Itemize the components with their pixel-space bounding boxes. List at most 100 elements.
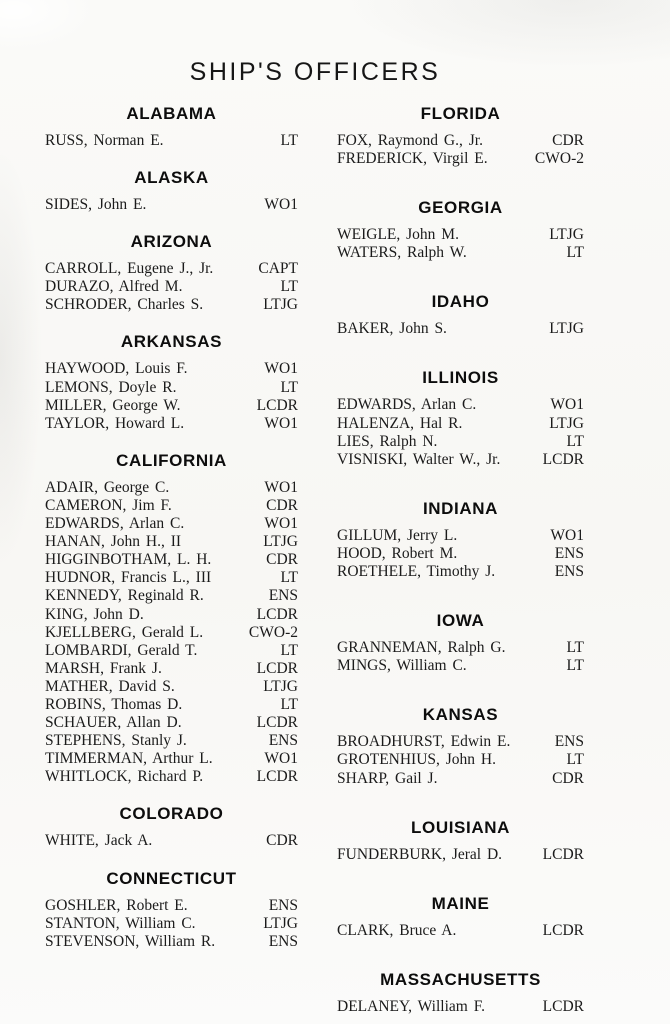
officer-rank: LT (280, 569, 298, 587)
state-section-indiana: INDIANA GILLUM, Jerry L. WO1 HOOD, Robert M… (337, 499, 584, 581)
state-header: INDIANA (422, 498, 499, 518)
state-header: IDAHO (431, 292, 490, 312)
officer-name: HANAN, John H., II (45, 533, 182, 551)
officer-name: WHITLOCK, Richard P. (45, 768, 204, 786)
officer-row: WHITLOCK, Richard P. LCDR (45, 768, 298, 786)
state-header: MASSACHUSETTS (380, 969, 541, 989)
title-wrap: SHIP'S OFFICERS (0, 58, 630, 87)
officer-rank: LCDR (256, 605, 298, 623)
officer-row: KING, John D. LCDR (45, 606, 298, 624)
officer-row: HAYWOOD, Louis F. WO1 (45, 360, 298, 378)
officer-row: CAMERON, Jim F. CDR (45, 497, 298, 515)
state-header: ARIZONA (130, 232, 213, 252)
officer-rank: LTJG (263, 533, 298, 551)
state-header: LOUISIANA (411, 817, 510, 837)
officer-row: SHARP, Gail J. CDR (337, 770, 584, 788)
state-section-maine: MAINE CLARK, Bruce A. LCDR (337, 894, 584, 940)
officer-row: DURAZO, Alfred M. LT (45, 278, 298, 296)
officer-name: EDWARDS, Arlan C. (45, 515, 185, 533)
officer-name: CLARK, Bruce A. (337, 921, 457, 939)
officer-row: MATHER, David S. LTJG (45, 678, 298, 696)
officer-rank: LTJG (263, 296, 298, 314)
officer-row: BAKER, John S. LTJG (337, 320, 584, 338)
officer-name: FUNDERBURK, Jeral D. (337, 845, 503, 863)
officer-name: WEIGLE, John M. (337, 226, 459, 244)
officer-row: MILLER, George W. LCDR (45, 397, 298, 415)
officer-row: HOOD, Robert M. ENS (337, 545, 584, 563)
officer-name: CARROLL, Eugene J., Jr. (45, 260, 214, 278)
officer-rank: WO1 (264, 478, 298, 496)
officer-name: FOX, Raymond G., Jr. (337, 132, 483, 149)
officer-rank: WO1 (264, 196, 298, 214)
officer-name: SHARP, Gail J. (337, 769, 438, 787)
officer-rank: WO1 (264, 414, 298, 432)
state-header: KANSAS (422, 705, 499, 725)
state-header: MAINE (431, 893, 490, 913)
officer-row: LIES, Ralph N. LT (337, 433, 584, 451)
state-section-connecticut: CONNECTICUT GOSHLER, Robert E. ENS STANTON,… (45, 869, 298, 951)
officer-rank: LTJG (549, 414, 584, 432)
officer-rank: LTJG (263, 677, 298, 695)
state-section-arizona: ARIZONA CARROLL, Eugene J., Jr. CAPT DURAZO… (45, 232, 298, 314)
roster-column-left: ALABAMA RUSS, Norman E. LT ALASKA SIDES, Joh… (45, 104, 298, 951)
officer-row: VISNISKI, Walter W., Jr. LCDR (337, 451, 584, 469)
officer-row: WATERS, Ralph W. LT (337, 244, 584, 262)
officer-name: LOMBARDI, Gerald T. (45, 641, 198, 659)
state-section-iowa: IOWA GRANNEMAN, Ralph G. LT MINGS, William … (337, 611, 584, 675)
officer-name: KJELLBERG, Gerald L. (45, 623, 204, 641)
state-header: COLORADO (119, 804, 224, 824)
officer-name: BROADHURST, Edwin E. (337, 733, 511, 751)
officer-rank: WO1 (264, 750, 298, 768)
officer-rank: CDR (266, 551, 298, 569)
roster-column-right: FLORIDA FOX, Raymond G., Jr. CDR FREDERICK,… (337, 104, 584, 1016)
officer-rank: ENS (268, 587, 298, 605)
officer-row: ROETHELE, Timothy J. ENS (337, 563, 584, 581)
officer-name: CAMERON, Jim F. (45, 496, 172, 514)
state-header: GEORGIA (418, 198, 503, 218)
officer-name: LIES, Ralph N. (337, 432, 438, 450)
officer-row: GOSHLER, Robert E. ENS (45, 897, 298, 915)
state-header: ALABAMA (126, 104, 217, 123)
officer-name: MATHER, David S. (45, 677, 175, 695)
officer-row: MARSH, Frank J. LCDR (45, 660, 298, 678)
officer-row: HUDNOR, Francis L., III LT (45, 569, 298, 587)
officer-rank: LTJG (549, 226, 584, 244)
officer-rank: LT (280, 278, 298, 296)
officer-rank: WO1 (264, 515, 298, 533)
officer-name: DELANEY, William F. (337, 997, 485, 1015)
officer-rank: ENS (268, 932, 298, 950)
officer-row: WEIGLE, John M. LTJG (337, 226, 584, 244)
officer-rank: LT (280, 378, 298, 396)
officer-row: WHITE, Jack A. CDR (45, 832, 298, 850)
officer-name: STEPHENS, Stanly J. (45, 732, 187, 750)
state-section-colorado: COLORADO WHITE, Jack A. CDR (45, 804, 298, 850)
officer-row: MINGS, William C. LT (337, 657, 584, 675)
officer-name: RUSS, Norman E. (45, 132, 164, 149)
state-header: ARKANSAS (120, 332, 223, 352)
officer-name: STEVENSON, William R. (45, 932, 216, 950)
officer-name: GROTENHIUS, John H. (337, 751, 496, 769)
officer-name: MINGS, William C. (337, 657, 467, 675)
officer-rank: CDR (266, 832, 298, 850)
officer-row: SCHAUER, Allan D. LCDR (45, 714, 298, 732)
officer-row: TIMMERMAN, Arthur L. WO1 (45, 750, 298, 768)
page-title: SHIP'S OFFICERS (189, 58, 441, 86)
officer-name: LEMONS, Doyle R. (45, 378, 177, 396)
officer-row: TAYLOR, Howard L. WO1 (45, 415, 298, 433)
officer-row: SIDES, John E. WO1 (45, 196, 298, 214)
state-section-california: CALIFORNIA ADAIR, George C. WO1 CAMERON, Ji… (45, 451, 298, 787)
officer-rank: LT (280, 641, 298, 659)
officer-name: GRANNEMAN, Ralph G. (337, 639, 506, 657)
officer-rank: LCDR (256, 768, 298, 786)
officer-rank: LCDR (256, 714, 298, 732)
officer-name: TAYLOR, Howard L. (45, 414, 185, 432)
officer-row: FUNDERBURK, Jeral D. LCDR (337, 846, 584, 864)
officer-name: EDWARDS, Arlan C. (337, 396, 477, 414)
officer-row: LEMONS, Doyle R. LT (45, 379, 298, 397)
officer-row: GROTENHIUS, John H. LT (337, 751, 584, 769)
state-section-florida: FLORIDA FOX, Raymond G., Jr. CDR FREDERICK,… (337, 104, 584, 168)
state-section-louisiana: LOUISIANA FUNDERBURK, Jeral D. LCDR (337, 818, 584, 864)
state-section-illinois: ILLINOIS EDWARDS, Arlan C. WO1 HALENZA, Hal… (337, 368, 584, 468)
officer-name: SCHRODER, Charles S. (45, 296, 204, 314)
